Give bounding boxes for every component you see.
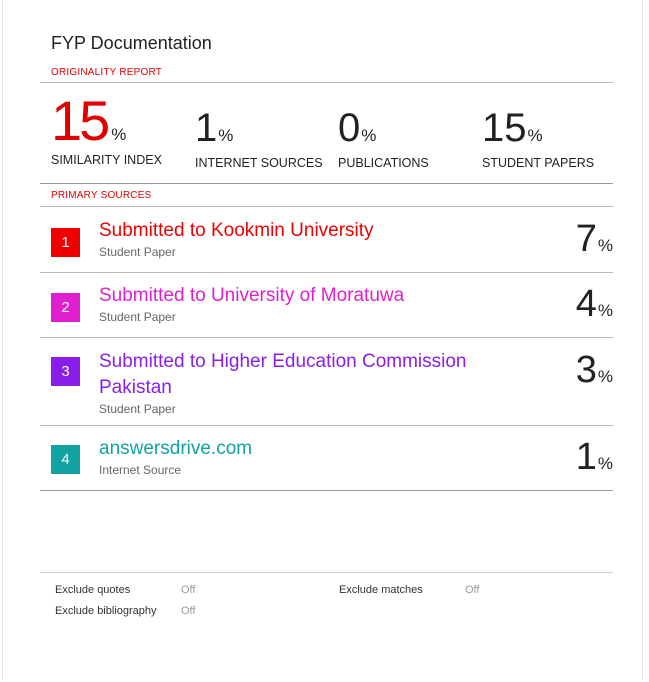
source-row-2: 2 Submitted to University of Moratuwa St… [40, 272, 613, 337]
student-papers-stat: 15% STUDENT PAPERS [482, 106, 594, 170]
source-percent-value: 7 [575, 218, 597, 260]
similarity-index-stat: 15% SIMILARITY INDEX [51, 93, 162, 168]
source-row-3: 3 Submitted to Higher Education Commissi… [40, 337, 613, 425]
source-title-link[interactable]: Submitted to Higher Education Commission… [99, 349, 467, 401]
source-type: Internet Source [99, 463, 182, 477]
source-title-link[interactable]: Submitted to Kookmin University [99, 220, 374, 241]
publications-value: 0 [338, 106, 361, 150]
source-title-link[interactable]: answersdrive.com [99, 438, 253, 459]
source-title-link[interactable]: Submitted to University of Moratuwa [99, 285, 405, 306]
divider [40, 272, 613, 273]
primary-sources-label: PRIMARY SOURCES [51, 190, 152, 201]
divider [40, 490, 613, 491]
source-type: Student Paper [99, 402, 176, 416]
publications-stat: 0% PUBLICATIONS [338, 106, 429, 170]
source-row-4: 4 answersdrive.com Internet Source 1% [40, 425, 613, 490]
publications-caption: PUBLICATIONS [338, 156, 429, 170]
similarity-index-value: 15 [51, 89, 110, 152]
internet-sources-stat: 1% INTERNET SOURCES [195, 106, 323, 170]
source-rank-badge: 2 [51, 293, 80, 322]
originality-report-label: ORIGINALITY REPORT [51, 67, 163, 78]
source-type: Student Paper [99, 310, 176, 324]
exclude-matches-value: Off [465, 584, 480, 596]
source-rank-badge: 1 [51, 228, 80, 257]
divider [40, 183, 613, 184]
student-papers-value: 15 [482, 106, 527, 150]
source-row-1: 1 Submitted to Kookmin University Studen… [40, 206, 613, 272]
divider [40, 337, 613, 338]
internet-sources-caption: INTERNET SOURCES [195, 156, 323, 170]
exclude-quotes-label: Exclude quotes [55, 584, 131, 596]
source-title-line: Pakistan [99, 377, 172, 398]
document-title: FYP Documentation [51, 33, 212, 53]
similarity-index-unit: % [111, 125, 127, 144]
student-papers-caption: STUDENT PAPERS [482, 156, 595, 170]
internet-sources-unit: % [218, 126, 234, 145]
source-percent: 3% [576, 349, 613, 392]
footer-divider [40, 572, 613, 573]
source-rank-badge: 4 [51, 445, 80, 474]
source-type: Student Paper [99, 245, 176, 259]
source-rank-badge: 3 [51, 357, 80, 386]
similarity-index-caption: SIMILARITY INDEX [51, 153, 162, 167]
source-title-line: Submitted to Higher Education Commission [99, 351, 467, 372]
source-percent: 1% [576, 436, 613, 479]
source-percent: 4% [576, 283, 613, 326]
source-percent-value: 1 [575, 436, 597, 478]
publications-unit: % [361, 126, 377, 145]
source-percent: 7% [576, 218, 613, 261]
divider [40, 206, 613, 207]
exclude-bibliography-label: Exclude bibliography [55, 605, 157, 617]
divider [40, 82, 613, 83]
source-percent-value: 4 [575, 283, 597, 325]
source-percent-unit: % [597, 367, 613, 386]
exclude-quotes-value: Off [181, 584, 196, 596]
exclude-matches-label: Exclude matches [339, 584, 423, 596]
source-percent-unit: % [597, 301, 613, 320]
exclude-bibliography-value: Off [181, 605, 196, 617]
source-percent-value: 3 [575, 349, 597, 391]
internet-sources-value: 1 [195, 106, 218, 150]
source-percent-unit: % [597, 454, 613, 473]
divider [40, 425, 613, 426]
student-papers-unit: % [527, 126, 543, 145]
source-percent-unit: % [597, 236, 613, 255]
